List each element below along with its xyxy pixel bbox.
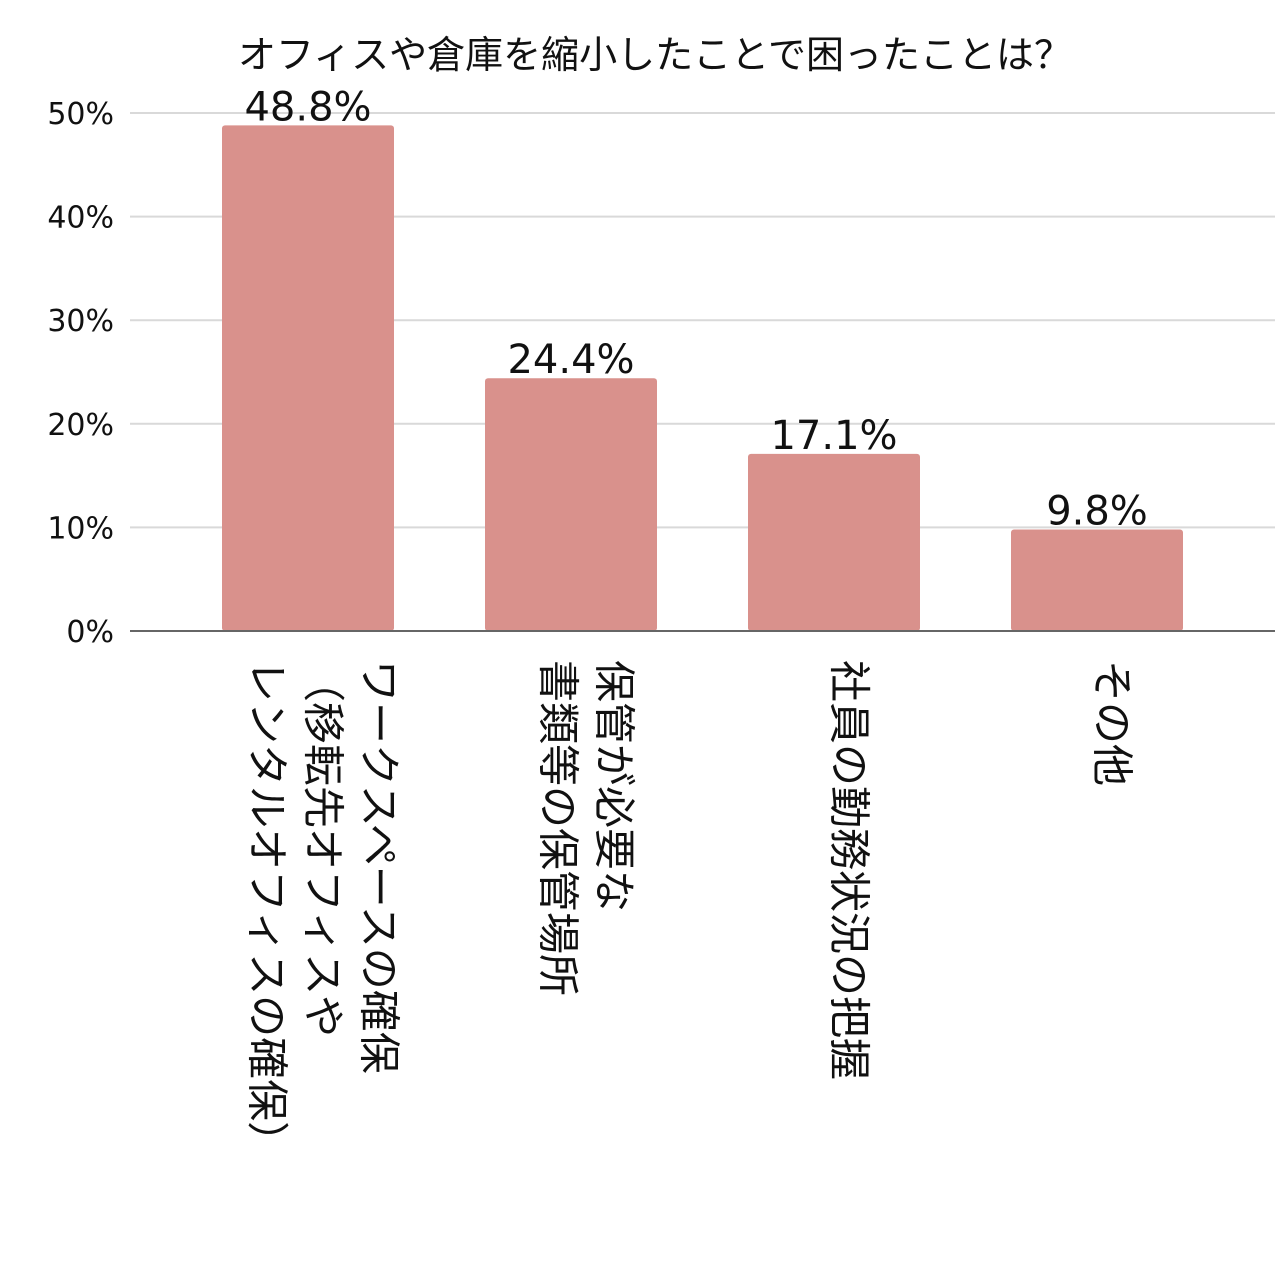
bar — [222, 125, 394, 631]
bar — [485, 378, 657, 631]
y-tick-label: 30% — [47, 304, 114, 339]
y-axis-ticks: 0% 10% 20% 30% 40% 50% — [47, 97, 114, 650]
value-label: 9.8% — [1046, 488, 1148, 534]
category-label: 社員の勤務状況の把握 — [825, 660, 874, 1080]
value-labels: 48.8% 24.4% 17.1% 9.8% — [244, 84, 1147, 534]
bar — [748, 453, 920, 631]
category-label: その他 — [1088, 660, 1137, 786]
category-label: ワークスペースの確保 — [355, 660, 404, 1074]
category-label: 書類等の保管場所 — [534, 660, 583, 996]
y-tick-label: 50% — [47, 97, 114, 132]
y-tick-label: 0% — [66, 615, 114, 650]
bar — [1011, 529, 1183, 631]
value-label: 17.1% — [770, 413, 897, 459]
y-tick-label: 20% — [47, 408, 114, 443]
category-label: 保管が必要な — [590, 660, 639, 912]
value-label: 24.4% — [507, 337, 634, 383]
y-tick-label: 10% — [47, 511, 114, 546]
y-tick-label: 40% — [47, 201, 114, 236]
category-label: レンタルオフィスの確保） — [243, 660, 292, 1163]
value-label: 48.8% — [244, 84, 371, 130]
chart-title: オフィスや倉庫を縮小したことで困ったことは？ — [238, 33, 1072, 77]
bars — [222, 125, 1183, 631]
category-label: （移転先オフィスや — [299, 660, 348, 1037]
